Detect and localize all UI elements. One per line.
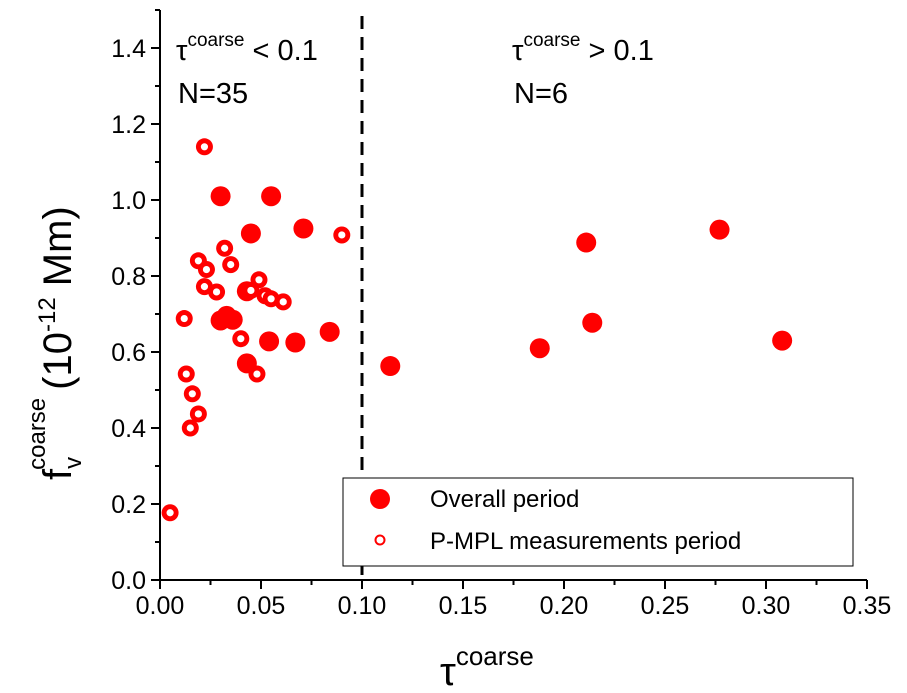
- y-tick-label: 0.8: [111, 263, 146, 291]
- data-point-pmpl: [278, 297, 289, 307]
- legend-label-pmpl: P-MPL measurements period: [430, 528, 741, 555]
- data-point-pmpl: [199, 281, 210, 292]
- y-tick-label: 0.2: [111, 491, 146, 519]
- data-point-overall: [582, 312, 603, 333]
- x-tick-label: 0.10: [338, 592, 387, 620]
- data-point-pmpl: [266, 293, 276, 304]
- plot-area: 0.00 0.05 0.10 0.15 0.20 0.25 0.30 0.35 0.0 0.2 0.…: [111, 9, 892, 620]
- data-point-pmpl: [211, 287, 222, 297]
- data-point-overall: [576, 232, 597, 253]
- x-tick-label: 0.15: [439, 592, 488, 620]
- x-axis-title: τcoarse: [440, 641, 534, 693]
- x-tick-label: 0.25: [641, 592, 690, 620]
- y-axis-title: fvcoarse(10-12 Mm): [24, 206, 87, 480]
- x-tick-label: 0.35: [843, 592, 892, 620]
- data-point-pmpl: [254, 274, 264, 285]
- legend-box: [342, 477, 854, 567]
- data-point-pmpl: [252, 369, 262, 379]
- y-tick-label: 1.2: [111, 111, 146, 139]
- annotation-right-count: N=6: [514, 78, 568, 110]
- annotation-left-count: N=35: [178, 78, 248, 110]
- legend: Overall period P-MPL measurements period: [342, 477, 854, 567]
- data-point-pmpl: [246, 285, 256, 296]
- data-point-overall: [222, 309, 243, 330]
- data-point-pmpl: [193, 409, 204, 419]
- data-point-overall: [380, 356, 401, 377]
- data-point-overall: [261, 186, 282, 207]
- x-tick-label: 0.20: [540, 592, 589, 620]
- data-point-pmpl: [219, 243, 230, 254]
- data-point-overall: [709, 219, 730, 240]
- data-point-pmpl: [193, 255, 204, 266]
- data-point-pmpl: [187, 388, 198, 399]
- data-point-pmpl: [225, 259, 236, 270]
- data-point-pmpl: [179, 313, 190, 324]
- legend-marker-overall: [370, 489, 390, 509]
- y-tick-label: 1.0: [111, 187, 146, 215]
- data-point-pmpl: [236, 333, 246, 344]
- x-tick-label: 0.30: [742, 592, 791, 620]
- legend-marker-pmpl: [374, 534, 386, 546]
- data-point-pmpl: [165, 507, 175, 518]
- data-point-overall: [529, 338, 550, 359]
- y-tick-label: 0.0: [111, 567, 146, 595]
- data-point-pmpl: [185, 423, 196, 433]
- data-point-pmpl: [181, 369, 192, 379]
- data-point-overall: [772, 330, 793, 351]
- data-point-pmpl: [201, 264, 212, 275]
- annotation-left-condition: τcoarse < 0.1: [176, 30, 318, 67]
- data-point-pmpl: [199, 142, 210, 152]
- y-tick-label: 0.6: [111, 339, 146, 367]
- y-tick-label: 0.4: [111, 415, 146, 443]
- x-tick-label: 0.00: [136, 592, 185, 620]
- data-point-pmpl: [336, 230, 347, 240]
- data-point-overall: [293, 218, 314, 239]
- x-tick-label: 0.05: [237, 592, 286, 620]
- annotation-right-condition: τcoarse > 0.1: [512, 30, 654, 67]
- legend-label-overall: Overall period: [430, 486, 579, 513]
- data-point-overall: [240, 223, 261, 244]
- data-point-overall: [319, 321, 340, 342]
- data-point-overall: [285, 332, 306, 353]
- y-tick-label: 1.4: [111, 35, 146, 63]
- data-point-overall: [210, 186, 231, 207]
- data-point-overall: [259, 331, 280, 352]
